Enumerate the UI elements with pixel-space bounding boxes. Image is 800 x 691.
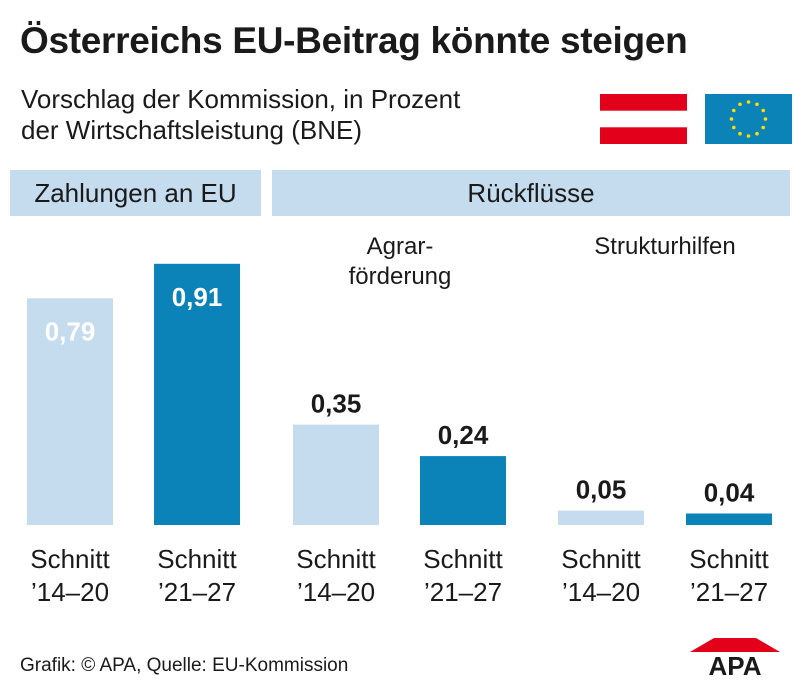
category-label-2: Schnitt ’21–27: [132, 543, 262, 609]
category-label-4-line-1: Schnitt: [423, 544, 503, 574]
chart-title: Österreichs EU-Beitrag könnte steigen: [20, 20, 688, 61]
category-label-3-line-2: ’14–20: [296, 577, 376, 607]
category-label-2-line-2: ’21–27: [157, 577, 237, 607]
bar-6: [686, 513, 772, 525]
category-label-6: Schnitt ’21–27: [664, 543, 794, 609]
subtitle-line-1: Vorschlag der Kommission, in Prozent: [21, 84, 461, 114]
chart-subtitle: Vorschlag der Kommission, in Prozent der…: [21, 84, 581, 146]
value-label-5: 0,05: [576, 475, 627, 505]
category-label-6-line-2: ’21–27: [689, 577, 769, 607]
value-label-6: 0,04: [704, 478, 755, 508]
section-header-returns: Rückflüsse: [272, 170, 790, 216]
apa-logo: APA: [690, 638, 780, 678]
category-label-4-line-2: ’21–27: [423, 577, 503, 607]
category-label-2-line-1: Schnitt: [157, 544, 237, 574]
category-label-4: Schnitt ’21–27: [398, 543, 528, 609]
group-label-agrar: Agrar- förderung: [300, 232, 500, 292]
bar-5: [558, 510, 644, 525]
category-label-3: Schnitt ’14–20: [271, 543, 401, 609]
bar-4: [420, 456, 506, 525]
value-label-1: 0,79: [45, 316, 96, 346]
category-label-5-line-2: ’14–20: [561, 577, 641, 607]
bar-2: [154, 263, 240, 525]
group-label-agrar-line-2: förderung: [348, 263, 452, 290]
section-header-payments: Zahlungen an EU: [10, 170, 261, 216]
category-label-1-line-2: ’14–20: [30, 577, 110, 607]
austria-flag-icon: [600, 94, 687, 144]
eu-flag-icon: [705, 94, 792, 144]
category-label-5: Schnitt ’14–20: [536, 543, 666, 609]
group-label-struktur: Strukturhilfen: [594, 233, 736, 260]
category-label-1: Schnitt ’14–20: [5, 543, 135, 609]
bar-3: [293, 424, 379, 525]
category-label-3-line-1: Schnitt: [296, 544, 376, 574]
category-label-1-line-1: Schnitt: [30, 544, 110, 574]
value-label-4: 0,24: [438, 420, 489, 450]
subtitle-line-2: der Wirtschaftsleistung (BNE): [21, 115, 362, 145]
source-footer: Grafik: © APA, Quelle: EU-Kommission: [20, 655, 349, 676]
group-label-agrar-line-1: Agrar-: [366, 233, 434, 260]
category-label-6-line-1: Schnitt: [689, 544, 769, 574]
category-label-5-line-1: Schnitt: [561, 544, 641, 574]
bar-1: [27, 298, 113, 525]
apa-logo-text: APA: [709, 651, 762, 678]
value-label-2: 0,91: [172, 282, 223, 312]
value-label-3: 0,35: [311, 389, 362, 419]
